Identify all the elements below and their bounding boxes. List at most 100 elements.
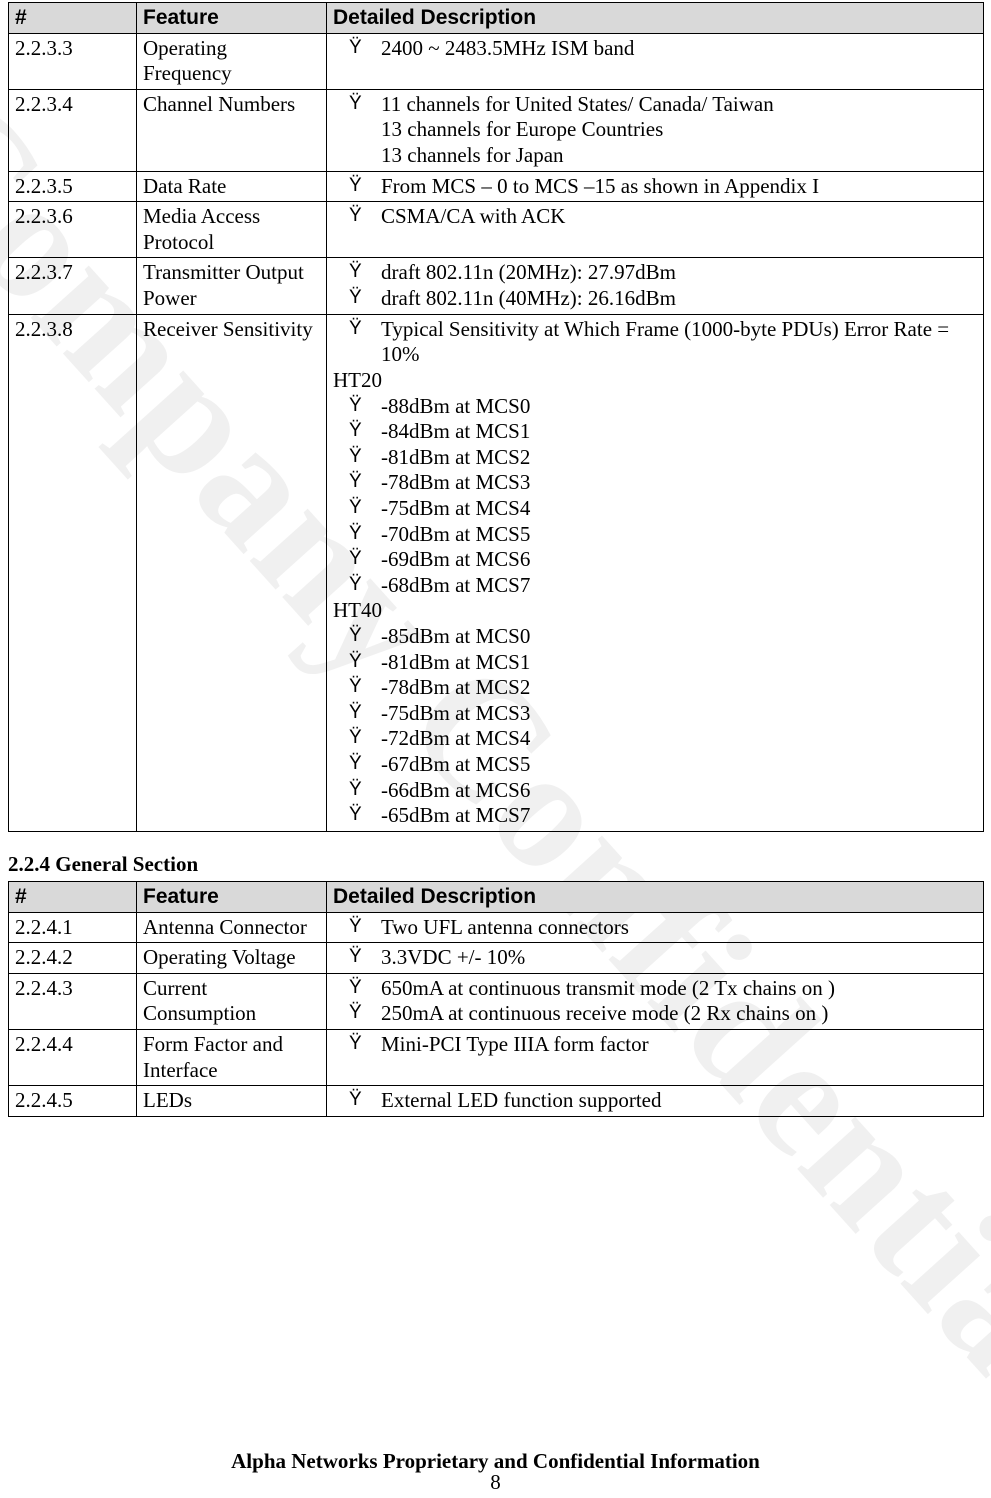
- cell-feature: LEDs: [137, 1086, 327, 1117]
- bullet-icon: Ÿ: [349, 394, 381, 417]
- cell-description: ŸTypical Sensitivity at Which Frame (100…: [327, 314, 984, 831]
- bullet-text: -67dBm at MCS5: [381, 752, 977, 778]
- continuation-line: 13 channels for Japan: [333, 143, 977, 169]
- bullet-icon: Ÿ: [349, 174, 381, 197]
- bullet-line: Ÿ-84dBm at MCS1: [333, 419, 977, 445]
- table-row: 2.2.4.3Current ConsumptionŸ650mA at cont…: [9, 973, 984, 1029]
- table-row: 2.2.3.5Data RateŸFrom MCS – 0 to MCS –15…: [9, 171, 984, 202]
- bullet-line: Ÿ-81dBm at MCS2: [333, 445, 977, 471]
- cell-feature: Antenna Connector: [137, 912, 327, 943]
- spec-table-2: # Feature Detailed Description 2.2.4.1An…: [8, 881, 984, 1117]
- cell-number: 2.2.3.4: [9, 89, 137, 171]
- bullet-text: draft 802.11n (20MHz): 27.97dBm: [381, 260, 977, 286]
- bullet-icon: Ÿ: [349, 624, 381, 647]
- bullet-line: Ÿ-65dBm at MCS7: [333, 803, 977, 829]
- table-row: 2.2.3.7Transmitter Output PowerŸdraft 80…: [9, 258, 984, 314]
- bullet-text: -75dBm at MCS4: [381, 496, 977, 522]
- bullet-text: Mini-PCI Type IIIA form factor: [381, 1032, 977, 1058]
- bullet-text: External LED function supported: [381, 1088, 977, 1114]
- bullet-line: Ÿ-88dBm at MCS0: [333, 394, 977, 420]
- bullet-text: -81dBm at MCS1: [381, 650, 977, 676]
- bullet-line: ŸTwo UFL antenna connectors: [333, 915, 977, 941]
- cell-number: 2.2.3.6: [9, 202, 137, 258]
- bullet-icon: Ÿ: [349, 803, 381, 826]
- table-header-row: # Feature Detailed Description: [9, 3, 984, 34]
- cell-description: Ÿ11 channels for United States/ Canada/ …: [327, 89, 984, 171]
- cell-feature: Transmitter Output Power: [137, 258, 327, 314]
- bullet-icon: Ÿ: [349, 976, 381, 999]
- bullet-line: Ÿ-85dBm at MCS0: [333, 624, 977, 650]
- bullet-icon: Ÿ: [349, 260, 381, 283]
- bullet-icon: Ÿ: [349, 522, 381, 545]
- cell-description: ŸFrom MCS – 0 to MCS –15 as shown in App…: [327, 171, 984, 202]
- bullet-text: From MCS – 0 to MCS –15 as shown in Appe…: [381, 174, 977, 200]
- cell-number: 2.2.4.2: [9, 943, 137, 974]
- cell-feature: Data Rate: [137, 171, 327, 202]
- bullet-line: ŸMini-PCI Type IIIA form factor: [333, 1032, 977, 1058]
- group-label: HT40: [333, 598, 977, 624]
- bullet-text: -84dBm at MCS1: [381, 419, 977, 445]
- spec-table-2-body: 2.2.4.1Antenna ConnectorŸTwo UFL antenna…: [9, 912, 984, 1116]
- cell-description: ŸTwo UFL antenna connectors: [327, 912, 984, 943]
- header-desc: Detailed Description: [327, 3, 984, 34]
- bullet-icon: Ÿ: [349, 726, 381, 749]
- bullet-line: Ÿ-78dBm at MCS3: [333, 470, 977, 496]
- bullet-line: Ÿ-67dBm at MCS5: [333, 752, 977, 778]
- bullet-icon: Ÿ: [349, 1032, 381, 1055]
- cell-number: 2.2.3.3: [9, 33, 137, 89]
- bullet-icon: Ÿ: [349, 915, 381, 938]
- bullet-text: 250mA at continuous receive mode (2 Rx c…: [381, 1001, 977, 1027]
- cell-description: Ÿ3.3VDC +/- 10%: [327, 943, 984, 974]
- bullet-text: -78dBm at MCS2: [381, 675, 977, 701]
- bullet-line: ŸFrom MCS – 0 to MCS –15 as shown in App…: [333, 174, 977, 200]
- table-row: 2.2.3.6Media Access ProtocolŸCSMA/CA wit…: [9, 202, 984, 258]
- bullet-icon: Ÿ: [349, 92, 381, 115]
- bullet-icon: Ÿ: [349, 675, 381, 698]
- cell-number: 2.2.4.5: [9, 1086, 137, 1117]
- bullet-icon: Ÿ: [349, 1001, 381, 1024]
- spec-table-1-body: 2.2.3.3Operating FrequencyŸ2400 ~ 2483.5…: [9, 33, 984, 831]
- cell-feature: Current Consumption: [137, 973, 327, 1029]
- bullet-line: Ÿ-78dBm at MCS2: [333, 675, 977, 701]
- header-desc: Detailed Description: [327, 881, 984, 912]
- cell-feature: Receiver Sensitivity: [137, 314, 327, 831]
- bullet-line: ŸCSMA/CA with ACK: [333, 204, 977, 230]
- bullet-text: 650mA at continuous transmit mode (2 Tx …: [381, 976, 977, 1002]
- cell-feature: Operating Voltage: [137, 943, 327, 974]
- bullet-line: Ÿ2400 ~ 2483.5MHz ISM band: [333, 36, 977, 62]
- bullet-line: ŸTypical Sensitivity at Which Frame (100…: [333, 317, 977, 368]
- bullet-text: -65dBm at MCS7: [381, 803, 977, 829]
- bullet-line: ŸExternal LED function supported: [333, 1088, 977, 1114]
- cell-feature: Form Factor and Interface: [137, 1029, 327, 1085]
- cell-number: 2.2.3.7: [9, 258, 137, 314]
- page: Company Confidential # Feature Detailed …: [0, 2, 991, 1498]
- bullet-icon: Ÿ: [349, 445, 381, 468]
- cell-description: Ÿdraft 802.11n (20MHz): 27.97dBmŸdraft 8…: [327, 258, 984, 314]
- bullet-line: Ÿ3.3VDC +/- 10%: [333, 945, 977, 971]
- bullet-line: Ÿ-69dBm at MCS6: [333, 547, 977, 573]
- bullet-icon: Ÿ: [349, 945, 381, 968]
- bullet-line: Ÿdraft 802.11n (20MHz): 27.97dBm: [333, 260, 977, 286]
- bullet-icon: Ÿ: [349, 317, 381, 340]
- table-row: 2.2.4.2Operating VoltageŸ3.3VDC +/- 10%: [9, 943, 984, 974]
- section-heading: 2.2.4 General Section: [8, 852, 983, 877]
- bullet-line: Ÿdraft 802.11n (40MHz): 26.16dBm: [333, 286, 977, 312]
- table-header-row: # Feature Detailed Description: [9, 881, 984, 912]
- bullet-line: Ÿ-70dBm at MCS5: [333, 522, 977, 548]
- bullet-text: -85dBm at MCS0: [381, 624, 977, 650]
- table-row: 2.2.3.3Operating FrequencyŸ2400 ~ 2483.5…: [9, 33, 984, 89]
- table-row: 2.2.4.1Antenna ConnectorŸTwo UFL antenna…: [9, 912, 984, 943]
- continuation-line: 13 channels for Europe Countries: [333, 117, 977, 143]
- bullet-text: Two UFL antenna connectors: [381, 915, 977, 941]
- header-feature: Feature: [137, 3, 327, 34]
- cell-description: Ÿ2400 ~ 2483.5MHz ISM band: [327, 33, 984, 89]
- page-number: 8: [0, 1470, 991, 1495]
- bullet-text: -81dBm at MCS2: [381, 445, 977, 471]
- bullet-icon: Ÿ: [349, 36, 381, 59]
- cell-feature: Media Access Protocol: [137, 202, 327, 258]
- bullet-text: 11 channels for United States/ Canada/ T…: [381, 92, 977, 118]
- bullet-icon: Ÿ: [349, 547, 381, 570]
- cell-feature: Channel Numbers: [137, 89, 327, 171]
- bullet-line: Ÿ-68dBm at MCS7: [333, 573, 977, 599]
- bullet-line: Ÿ-75dBm at MCS3: [333, 701, 977, 727]
